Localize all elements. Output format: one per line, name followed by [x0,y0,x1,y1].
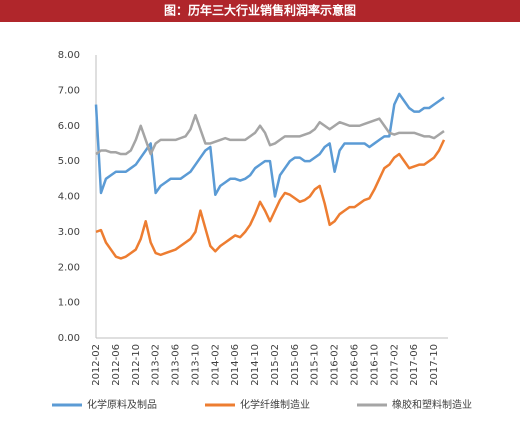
x-tick-label: 2017-02 [389,344,400,386]
x-tick-label: 2013-02 [151,344,162,386]
x-tick-label: 2013-06 [171,344,182,386]
chart-title: 图：历年三大行业销售利润率示意图 [164,3,356,18]
y-tick-label: 3.00 [58,227,80,238]
x-tick-label: 2015-10 [310,344,321,386]
x-tick-label: 2014-06 [230,344,241,386]
y-tick-label: 0.00 [58,333,80,344]
legend-label: 化学原料及制品 [87,398,157,411]
x-tick-label: 2015-06 [290,344,301,386]
series-line [95,139,446,260]
x-tick-label: 2016-02 [330,344,341,386]
legend-label: 化学纤维制造业 [240,398,310,411]
y-tick-label: 1.00 [58,298,80,309]
x-tick-label: 2012-02 [91,344,102,386]
x-tick-label: 2016-10 [369,344,380,386]
y-tick-label: 5.00 [58,156,80,167]
x-tick-label: 2017-10 [429,344,440,386]
legend-label: 橡胶和塑料制造业 [392,398,472,411]
x-tick-label: 2015-02 [270,344,281,386]
x-tick-label: 2017-06 [409,344,420,386]
x-tick-label: 2014-10 [250,344,261,386]
y-tick-label: 6.00 [58,121,80,132]
title-bar [0,0,520,22]
x-tick-label: 2012-06 [111,344,122,386]
x-tick-label: 2014-02 [210,344,221,386]
x-tick-label: 2012-10 [131,344,142,386]
series-line [94,92,445,198]
y-tick-label: 2.00 [58,262,80,273]
series-line [95,113,445,156]
y-tick-label: 8.00 [58,50,80,61]
y-tick-label: 4.00 [58,192,80,203]
x-tick-label: 2013-10 [190,344,201,386]
y-tick-label: 7.00 [58,85,80,96]
x-tick-label: 2016-06 [350,344,361,386]
